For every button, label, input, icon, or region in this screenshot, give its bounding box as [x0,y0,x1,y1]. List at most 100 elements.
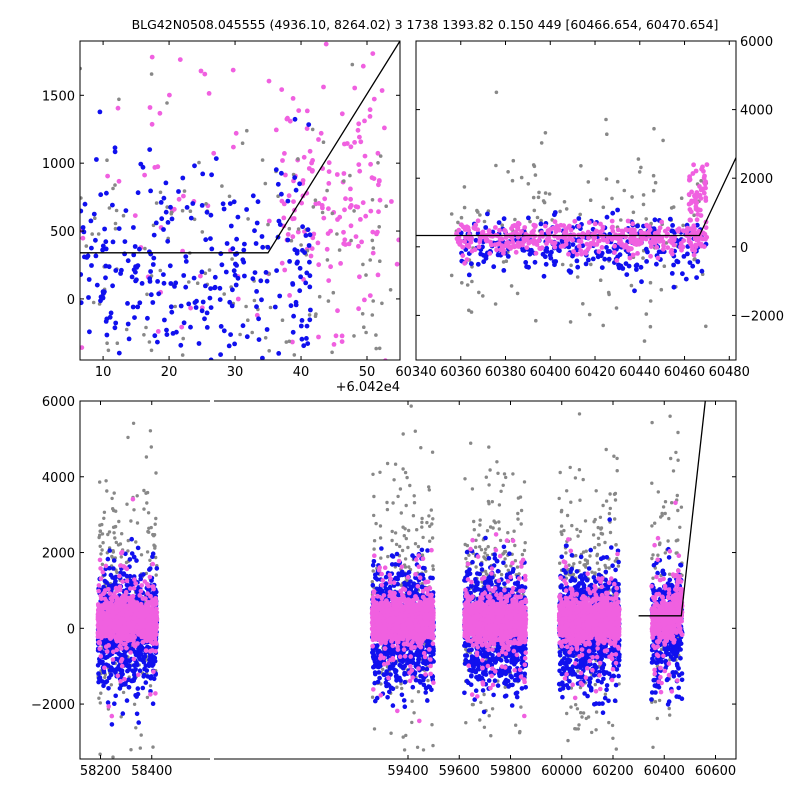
data-point [217,297,223,302]
data-point [585,246,591,252]
data-point [285,198,291,204]
x-tick-label: 60480 [709,365,750,380]
data-point [411,514,416,518]
data-point [604,245,609,250]
data-point [701,244,707,250]
data-point [404,536,408,541]
data-point [126,685,132,690]
data-point [131,252,137,258]
data-point [560,243,565,249]
data-point [139,583,144,588]
data-point [367,107,373,113]
data-point [113,226,118,231]
data-point [122,649,128,655]
data-point [195,281,200,286]
data-point [305,227,311,233]
data-point [139,733,143,737]
data-point [296,157,300,161]
data-point [689,244,695,249]
data-point [377,675,382,681]
data-point [449,273,454,278]
data-point [176,196,182,202]
data-point [222,292,226,296]
data-point [304,323,310,329]
data-point [541,199,546,203]
data-point [385,500,389,505]
data-point [98,529,103,533]
data-point [129,551,135,556]
data-point [423,690,429,695]
data-point [659,287,664,292]
data-point [568,227,574,233]
data-point [202,71,208,77]
data-point [313,314,318,319]
data-point [622,244,627,250]
data-point [697,184,702,189]
data-point [592,235,598,240]
data-point [615,207,620,213]
data-point [122,653,127,658]
data-point [704,234,710,240]
data-point [116,178,122,184]
data-point [370,695,375,699]
data-point [148,593,153,599]
data-point [519,229,524,234]
data-point [510,178,515,183]
data-point [111,549,115,553]
data-point [651,188,656,193]
data-point [396,237,400,243]
data-point [556,247,561,253]
data-point [335,308,340,314]
data-point [368,208,374,214]
data-point [148,429,153,433]
data-point [129,594,135,600]
data-point [86,277,92,282]
data-point [197,363,201,367]
data-point [388,288,393,292]
data-point [87,329,92,335]
data-point [153,691,158,696]
data-point [161,280,167,286]
data-point [245,128,249,133]
data-point [501,260,506,264]
x-tick-label: 60400 [530,365,571,380]
data-point [610,210,616,216]
data-point [156,291,162,297]
data-point [307,313,312,317]
data-point [287,293,292,298]
data-point [187,280,191,284]
data-point [208,286,214,291]
data-point [402,748,407,752]
data-point [410,684,416,690]
data-point [655,255,661,261]
data-point [377,346,382,351]
data-point [96,588,101,594]
data-point [199,203,205,208]
data-point [543,248,549,254]
data-point [370,580,374,584]
data-point [301,154,307,160]
data-point [85,253,91,259]
data-point [641,193,646,197]
data-point [151,669,156,675]
data-point [200,230,205,234]
data-point [390,401,395,406]
data-point [292,116,298,122]
data-point [147,526,151,530]
data-point [119,663,125,669]
data-point [143,246,147,251]
data-point [80,345,85,350]
data-point [276,351,282,356]
data-point [326,181,332,186]
data-point [505,254,511,259]
data-point [131,629,137,635]
data-point [244,334,250,340]
data-point [362,325,366,330]
data-point [208,305,214,310]
data-point [635,251,640,256]
data-point [604,117,608,122]
data-point [675,259,681,265]
data-point [80,235,86,241]
y-tick-label: 6000 [740,35,773,50]
data-point [371,246,376,250]
